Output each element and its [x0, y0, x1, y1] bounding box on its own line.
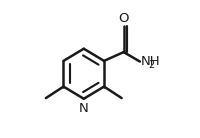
- Text: 2: 2: [148, 60, 154, 70]
- Text: O: O: [119, 12, 129, 25]
- Text: N: N: [79, 102, 89, 115]
- Text: NH: NH: [141, 55, 160, 68]
